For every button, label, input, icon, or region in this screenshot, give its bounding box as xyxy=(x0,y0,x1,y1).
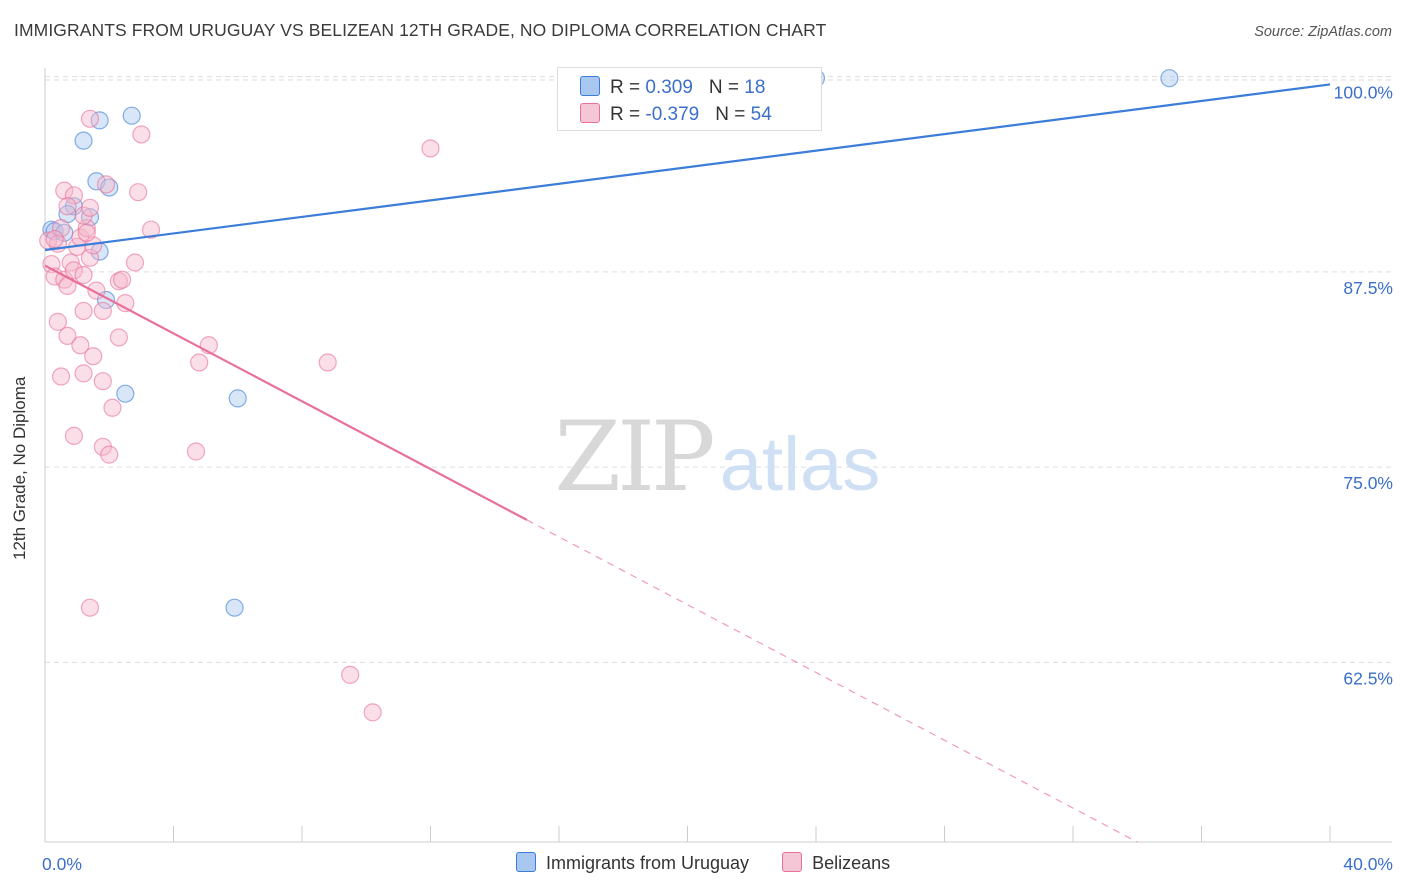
point-belizeans xyxy=(51,219,71,238)
point-belizeans xyxy=(341,665,360,684)
point-belizeans xyxy=(45,229,64,249)
x-tick-label-min: 0.0% xyxy=(42,854,82,874)
y-tick-label: 75.0% xyxy=(1343,473,1393,493)
point-belizeans xyxy=(421,139,440,158)
source-credit: Source: ZipAtlas.com xyxy=(1254,24,1392,40)
legend-n-value: 18 xyxy=(744,77,766,98)
legend-swatch-blue xyxy=(516,852,536,872)
y-tick-label: 87.5% xyxy=(1343,278,1393,298)
point-belizeans xyxy=(103,398,122,417)
point-uruguay xyxy=(228,389,247,408)
point-belizeans xyxy=(190,353,209,372)
series-legend: Immigrants from Uruguay Belizeans xyxy=(516,852,918,874)
watermark-zip: ZIP xyxy=(554,401,713,513)
point-belizeans xyxy=(64,186,84,205)
legend-r-value: 0.309 xyxy=(645,77,693,98)
tick-labels: 62.5% 75.0% 87.5% 100.0% 0.0% 40.0% xyxy=(42,83,1393,874)
legend-swatch-pink xyxy=(782,852,803,872)
point-belizeans xyxy=(58,326,77,346)
y-tick-label: 100.0% xyxy=(1334,83,1393,103)
point-belizeans xyxy=(132,125,151,144)
legend-n-label: N = xyxy=(715,104,751,125)
legend-row-belizeans: R = -0.379 N = 54 xyxy=(580,103,772,126)
chart-title: IMMIGRANTS FROM URUGUAY VS BELIZEAN 12TH… xyxy=(14,20,827,40)
legend-r-label: R = xyxy=(610,77,646,98)
legend-r-label: R = xyxy=(610,104,646,125)
point-uruguay xyxy=(225,598,244,617)
point-belizeans xyxy=(125,253,145,272)
point-uruguay xyxy=(122,106,141,125)
trendline-uruguay xyxy=(44,83,1331,252)
y-tick-label: 62.5% xyxy=(1343,668,1393,688)
point-uruguay xyxy=(74,131,93,150)
point-belizeans xyxy=(64,426,84,445)
trendline-belizeans-extension xyxy=(526,519,1138,843)
legend-item-belizeans[interactable]: Belizeans xyxy=(782,852,890,874)
point-belizeans xyxy=(186,442,206,461)
legend-label-uruguay: Immigrants from Uruguay xyxy=(546,853,750,873)
legend-r-value: -0.379 xyxy=(645,104,700,125)
point-belizeans xyxy=(71,336,90,355)
legend-item-uruguay[interactable]: Immigrants from Uruguay xyxy=(516,852,749,874)
legend-n-value: 54 xyxy=(750,104,772,125)
point-uruguay xyxy=(100,178,119,197)
point-belizeans xyxy=(318,353,337,372)
point-belizeans xyxy=(100,445,119,464)
legend-n-label: N = xyxy=(708,77,745,98)
point-belizeans xyxy=(363,703,382,722)
point-belizeans xyxy=(93,372,112,391)
point-belizeans xyxy=(109,328,128,347)
point-belizeans xyxy=(80,598,100,617)
point-uruguay xyxy=(116,384,135,403)
point-belizeans xyxy=(141,220,161,239)
point-belizeans xyxy=(96,175,116,194)
legend-swatch-pink xyxy=(580,103,600,123)
trend-layer xyxy=(44,83,1331,843)
point-belizeans xyxy=(58,197,77,216)
point-belizeans xyxy=(74,301,93,321)
point-belizeans xyxy=(51,367,71,386)
point-belizeans xyxy=(55,181,74,200)
x-tick-label-max: 40.0% xyxy=(1343,854,1393,874)
point-belizeans xyxy=(80,198,100,217)
watermark-atlas: atlas xyxy=(720,422,881,507)
stats-legend: R = 0.309 N = 18 R = -0.379 N = 54 xyxy=(557,67,822,131)
point-belizeans xyxy=(84,347,103,366)
point-belizeans xyxy=(64,261,84,280)
grid-layer xyxy=(45,76,1392,663)
point-belizeans xyxy=(93,301,112,321)
point-belizeans xyxy=(77,223,96,242)
legend-swatch-blue xyxy=(580,76,600,96)
trendline-belizeans xyxy=(44,264,528,521)
point-uruguay xyxy=(1160,69,1179,88)
watermark: ZIP atlas xyxy=(554,401,880,513)
point-belizeans xyxy=(48,312,67,331)
point-belizeans xyxy=(129,183,148,202)
legend-row-uruguay: R = 0.309 N = 18 xyxy=(580,76,765,99)
point-uruguay xyxy=(80,208,100,227)
point-belizeans xyxy=(74,265,93,285)
point-belizeans xyxy=(112,270,132,289)
point-belizeans xyxy=(80,109,100,128)
legend-label-belizeans: Belizeans xyxy=(812,853,891,873)
axis-layer xyxy=(44,68,1392,843)
points-layer xyxy=(39,69,1179,722)
point-belizeans xyxy=(74,364,93,383)
